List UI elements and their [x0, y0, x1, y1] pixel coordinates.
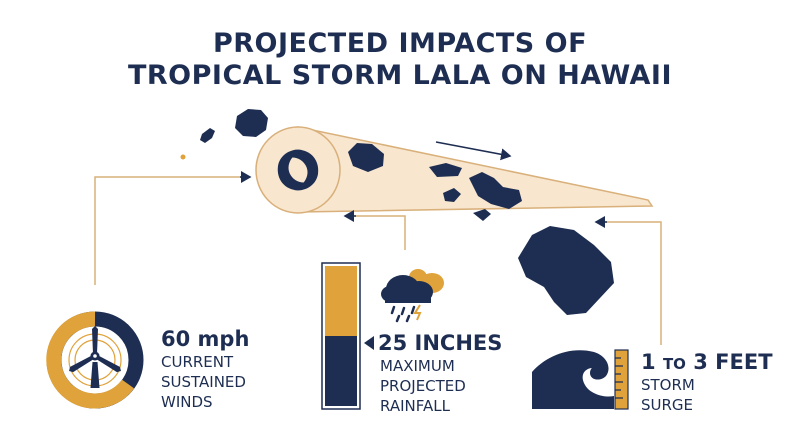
title-line-2: TROPICAL STORM LALA ON HAWAII: [127, 60, 673, 91]
island-lanai: [443, 188, 461, 202]
surge-caption: STORM SURGE: [641, 376, 695, 414]
island-kahoolawe: [473, 209, 491, 221]
hurricane-icon: [277, 149, 319, 191]
wave-icon: [532, 350, 614, 409]
island-molokai: [429, 163, 462, 177]
storm-track: [297, 126, 654, 213]
connector-wind: [94, 176, 250, 285]
rainfall-level-arrow: [364, 336, 374, 350]
movement-arrow: [435, 141, 512, 161]
island-maui: [469, 172, 522, 209]
surge-value: 1 TO 3 FEET: [641, 350, 773, 374]
island-dot: [180, 154, 186, 160]
island-kauai: [235, 109, 268, 137]
wind-turbine-icon: [69, 326, 121, 388]
rainfall-bar-fill: [325, 336, 357, 406]
island-oahu: [348, 143, 384, 172]
rainfall-value: 25 INCHES: [378, 331, 503, 355]
wind-value: 60 mph: [161, 327, 250, 351]
rainfall-bar-empty: [325, 266, 357, 336]
connector-rain: [345, 215, 406, 250]
ruler-icon: [614, 349, 629, 410]
connector-surge: [596, 221, 662, 345]
wind-caption: CURRENT SUSTAINED WINDS: [161, 353, 246, 411]
island-hawaii: [518, 226, 614, 315]
island-niihau: [200, 128, 215, 143]
rainfall-caption: MAXIMUM PROJECTED RAINFALL: [380, 357, 466, 415]
title-line-1: PROJECTED IMPACTS OF: [212, 28, 588, 59]
rain-cloud-icon: [381, 269, 444, 323]
